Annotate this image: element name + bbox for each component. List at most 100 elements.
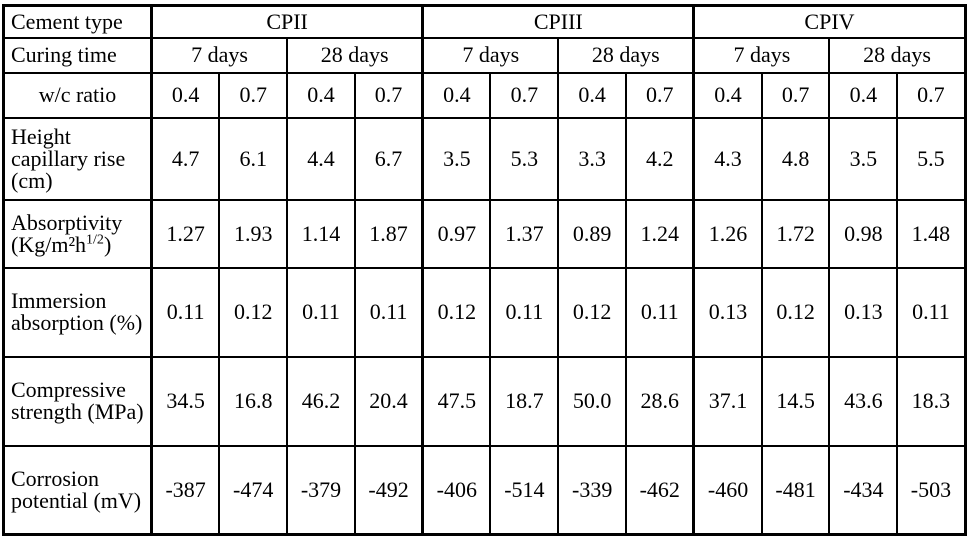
- data-cell: 0.97: [421, 198, 492, 269]
- data-cell: 1.48: [896, 198, 967, 269]
- data-cell: 5.5: [896, 116, 967, 201]
- data-cell: -379: [286, 444, 356, 536]
- table-row: Immersion absorption (%) 0.11 0.12 0.11 0.11…: [2, 266, 967, 358]
- data-cell: 50.0: [557, 355, 628, 447]
- data-cell: -462: [625, 444, 695, 536]
- header-label: Cement type: [2, 4, 153, 39]
- data-cell: 20.4: [353, 355, 424, 447]
- data-cell: -503: [896, 444, 967, 536]
- header-cell: 0.7: [218, 71, 289, 119]
- data-cell: 1.87: [353, 198, 424, 269]
- header-cell: 28 days: [286, 36, 424, 74]
- data-cell: 3.5: [421, 116, 492, 201]
- table-row: Absorptivity (Kg/m²h1/2) 1.27 1.93 1.14 1.87…: [2, 198, 967, 269]
- data-cell: 4.4: [286, 116, 356, 201]
- data-cell: 43.6: [828, 355, 899, 447]
- header-cell: CPIV: [692, 4, 967, 39]
- data-cell: 18.3: [896, 355, 967, 447]
- data-cell: -481: [760, 444, 831, 536]
- row-label: Immersion absorption (%): [2, 266, 153, 358]
- data-cell: 4.3: [692, 116, 763, 201]
- header-cell: 0.4: [557, 71, 628, 119]
- data-cell: 16.8: [218, 355, 289, 447]
- data-cell: 6.1: [218, 116, 289, 201]
- data-cell: 0.12: [218, 266, 289, 358]
- data-cell: 1.24: [625, 198, 695, 269]
- data-cell: 0.11: [625, 266, 695, 358]
- header-cell: CPII: [149, 4, 424, 39]
- data-cell: 1.72: [760, 198, 831, 269]
- header-cell: 0.4: [150, 71, 221, 119]
- row-label: Compressive strength (MPa): [2, 355, 153, 447]
- data-cell: -492: [353, 444, 424, 536]
- data-cell: 5.3: [489, 116, 560, 201]
- header-cell: 0.7: [625, 71, 695, 119]
- table-row: Curing time 7 days 28 days 7 days 28 days 7 d…: [2, 36, 967, 74]
- data-cell: 1.14: [286, 198, 356, 269]
- data-cell: 0.11: [489, 266, 560, 358]
- data-cell: 1.26: [692, 198, 763, 269]
- data-cell: -434: [828, 444, 899, 536]
- data-cell: 3.3: [557, 116, 628, 201]
- data-cell: -406: [421, 444, 492, 536]
- table-row: Cement type CPII CPIII CPIV: [2, 4, 967, 39]
- data-cell: 6.7: [353, 116, 424, 201]
- data-cell: 18.7: [489, 355, 560, 447]
- data-cell: -387: [150, 444, 221, 536]
- data-table: Cement type CPII CPIII CPIV Curing time 7 day…: [2, 4, 967, 536]
- data-cell: 1.93: [218, 198, 289, 269]
- header-cell: 0.4: [692, 71, 763, 119]
- data-cell: 0.13: [692, 266, 763, 358]
- data-cell: 0.11: [286, 266, 356, 358]
- header-cell: 28 days: [828, 36, 967, 74]
- data-cell: 0.12: [421, 266, 492, 358]
- data-cell: 28.6: [625, 355, 695, 447]
- header-cell: 0.7: [353, 71, 424, 119]
- data-cell: 0.12: [760, 266, 831, 358]
- row-label: Corrosion potential (mV): [2, 444, 153, 536]
- header-cell: 0.4: [286, 71, 356, 119]
- header-cell: 0.7: [896, 71, 967, 119]
- data-cell: 4.8: [760, 116, 831, 201]
- header-cell: 0.7: [489, 71, 560, 119]
- table-row: Compressive strength (MPa) 34.5 16.8 46.2 20…: [2, 355, 967, 447]
- data-cell: 34.5: [150, 355, 221, 447]
- header-cell: CPIII: [421, 4, 695, 39]
- header-cell: 0.4: [828, 71, 899, 119]
- data-cell: 1.27: [150, 198, 221, 269]
- data-cell: 0.11: [896, 266, 967, 358]
- data-cell: 0.89: [557, 198, 628, 269]
- header-cell: 7 days: [692, 36, 831, 74]
- data-cell: 0.98: [828, 198, 899, 269]
- label-part: 1/2: [86, 232, 104, 248]
- data-cell: -460: [692, 444, 763, 536]
- data-cell: 3.5: [828, 116, 899, 201]
- data-cell: 0.11: [150, 266, 221, 358]
- data-cell: 0.11: [353, 266, 424, 358]
- label-part: ): [103, 231, 112, 257]
- table-row: w/c ratio 0.4 0.7 0.4 0.7 0.4 0.7 0.4 0.7 0.4 0.7 0…: [2, 71, 967, 119]
- row-label: Height capillary rise (cm): [2, 116, 153, 201]
- table-row: Corrosion potential (mV) -387 -474 -379 -492…: [2, 444, 967, 536]
- header-label: Curing time: [2, 36, 153, 74]
- header-cell: 0.7: [760, 71, 831, 119]
- header-label: w/c ratio: [2, 71, 153, 119]
- data-cell: 37.1: [692, 355, 763, 447]
- header-cell: 7 days: [150, 36, 289, 74]
- header-cell: 0.4: [421, 71, 492, 119]
- row-label: Absorptivity (Kg/m²h1/2): [2, 198, 153, 269]
- header-cell: 7 days: [421, 36, 560, 74]
- data-cell: 0.12: [557, 266, 628, 358]
- data-cell: 14.5: [760, 355, 831, 447]
- table-row: Height capillary rise (cm) 4.7 6.1 4.4 6.7 3.…: [2, 116, 967, 201]
- header-cell: 28 days: [557, 36, 695, 74]
- label-part: Absorptivity (Kg/m²h: [11, 209, 123, 257]
- data-cell: 0.13: [828, 266, 899, 358]
- data-cell: -514: [489, 444, 560, 536]
- data-cell: -474: [218, 444, 289, 536]
- data-cell: -339: [557, 444, 628, 536]
- data-cell: 4.2: [625, 116, 695, 201]
- data-cell: 4.7: [150, 116, 221, 201]
- data-cell: 46.2: [286, 355, 356, 447]
